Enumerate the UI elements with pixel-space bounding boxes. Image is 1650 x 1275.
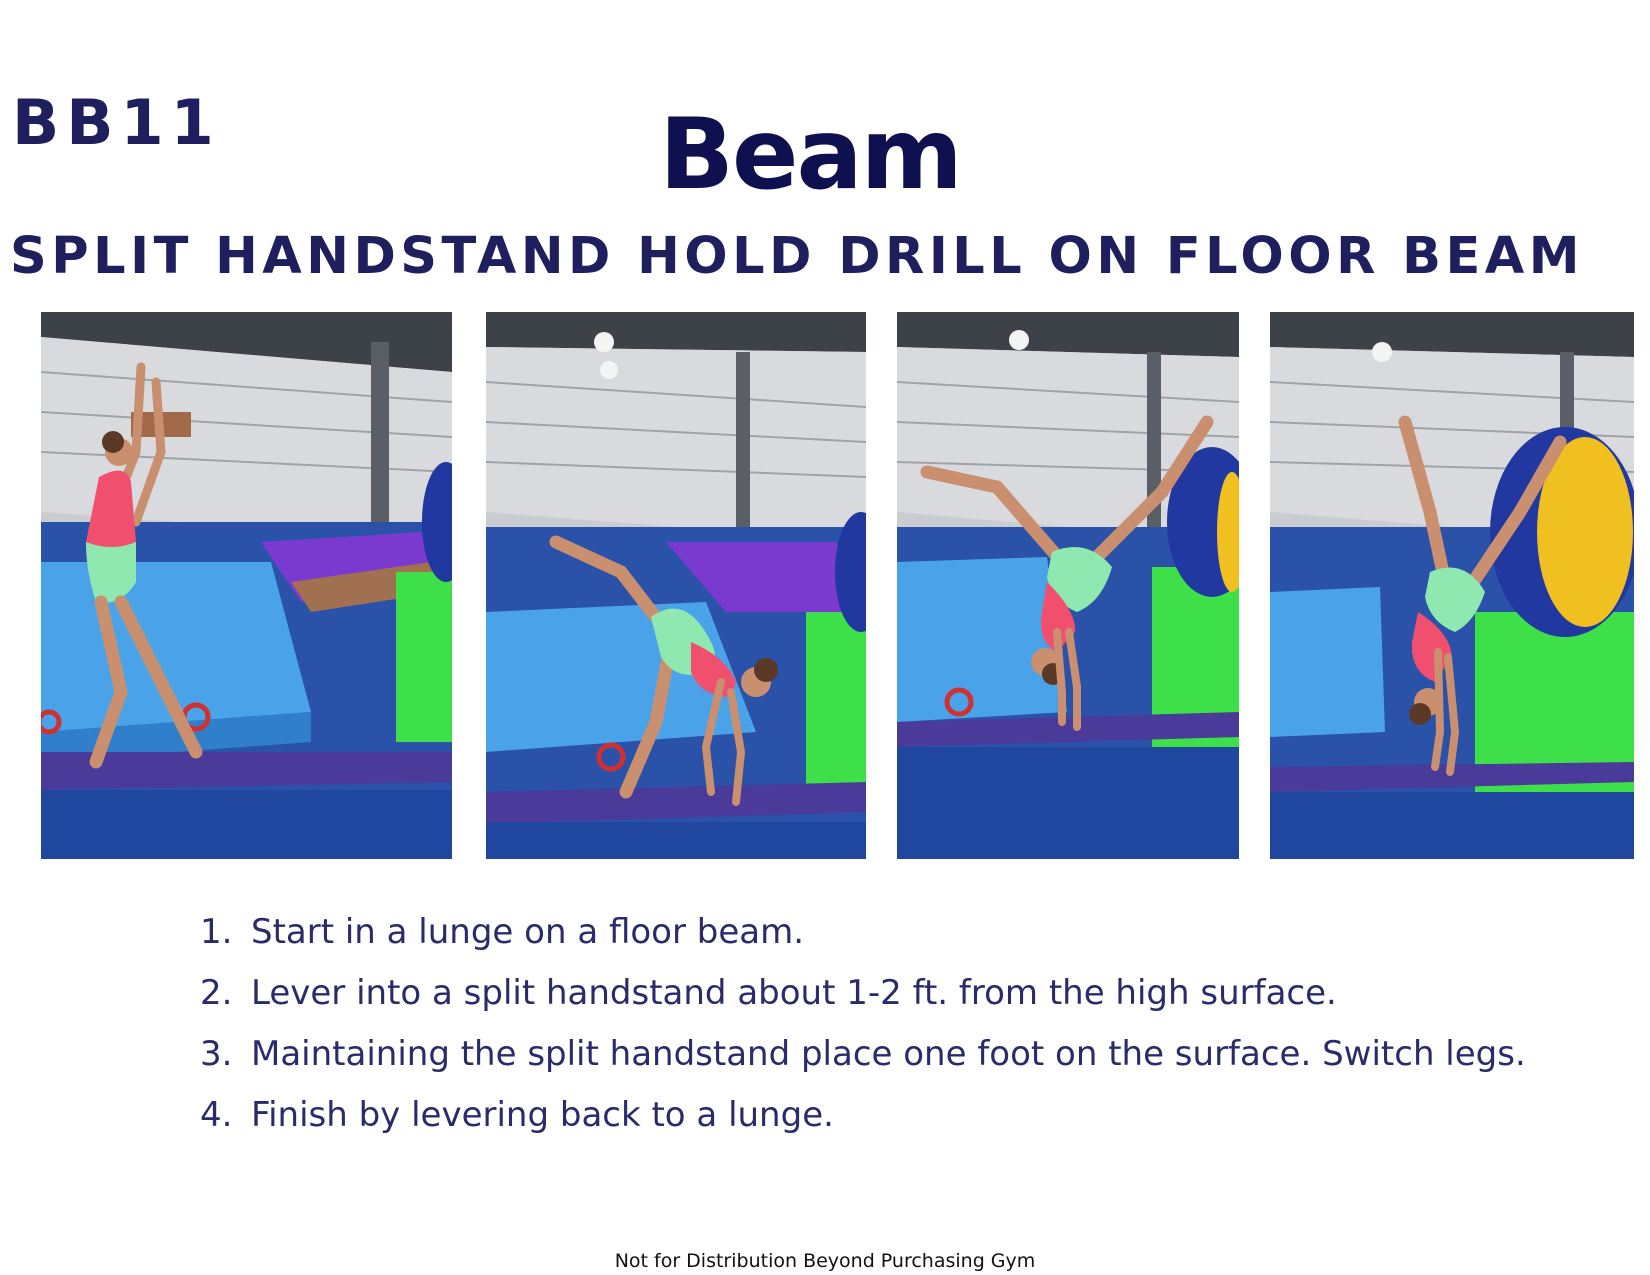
- drill-subtitle: SPLIT HANDSTAND HOLD DRILL ON FLOOR BEAM: [10, 227, 1585, 286]
- page-title: Beam: [0, 98, 1650, 212]
- list-item: 3. Maintaining the split handstand place…: [200, 1024, 1560, 1085]
- photo-step-4-foot-on-surface: [1270, 312, 1634, 859]
- step-text: Lever into a split handstand about 1-2 f…: [251, 973, 1337, 1013]
- step-number: 2.: [200, 973, 233, 1013]
- step-number: 3.: [200, 1034, 233, 1074]
- instruction-steps: 1. Start in a lunge on a floor beam. 2. …: [200, 902, 1560, 1146]
- distribution-notice: Not for Distribution Beyond Purchasing G…: [614, 1250, 1036, 1272]
- list-item: 2. Lever into a split handstand about 1-…: [200, 963, 1560, 1024]
- photo-step-3-split-handstand: [897, 312, 1239, 859]
- step-text: Finish by levering back to a lunge.: [251, 1095, 834, 1135]
- list-item: 1. Start in a lunge on a floor beam.: [200, 902, 1560, 963]
- step-text: Maintaining the split handstand place on…: [251, 1034, 1526, 1074]
- list-item: 4. Finish by levering back to a lunge.: [200, 1085, 1560, 1146]
- photo-step-1-lunge: [41, 312, 452, 859]
- drill-code: BB11: [12, 86, 221, 159]
- photo-step-2-lever: [486, 312, 866, 859]
- page-title-text: Beam: [659, 98, 962, 212]
- step-number: 1.: [200, 912, 233, 952]
- step-text: Start in a lunge on a floor beam.: [251, 912, 805, 952]
- step-number: 4.: [200, 1095, 233, 1135]
